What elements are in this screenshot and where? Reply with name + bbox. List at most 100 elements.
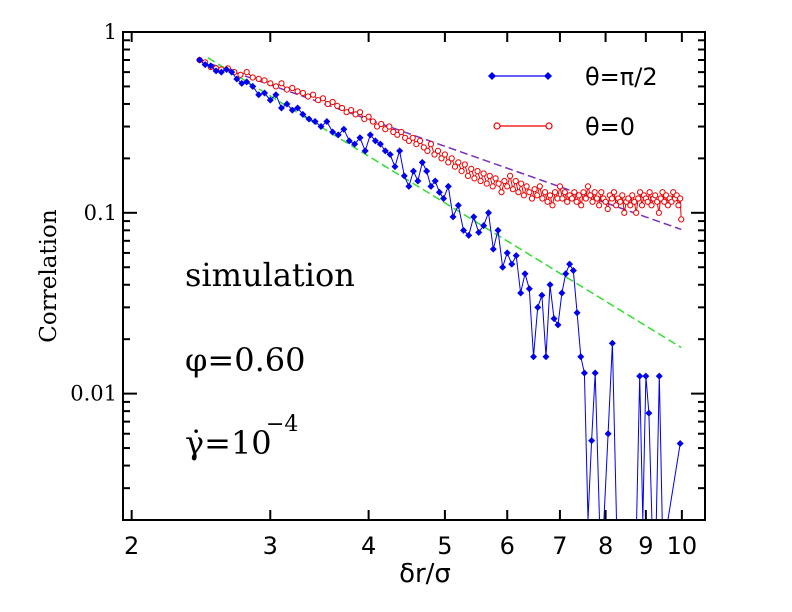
point-theta-0 (664, 202, 672, 209)
point-theta-0 (613, 202, 620, 209)
x-tick-label: 2 (124, 532, 139, 560)
point-theta-pi2 (554, 321, 562, 329)
point-theta-pi2 (196, 56, 204, 64)
point-theta-0 (571, 189, 578, 196)
point-theta-0 (564, 198, 571, 205)
point-theta-0 (587, 192, 594, 199)
point-theta-0 (458, 168, 465, 175)
point-theta-0 (520, 192, 528, 199)
point-theta-pi2 (243, 78, 251, 86)
point-theta-0 (575, 192, 583, 199)
point-theta-0 (299, 89, 306, 97)
point-theta-0 (434, 147, 442, 154)
point-theta-pi2 (266, 96, 274, 104)
point-theta-0 (638, 202, 646, 209)
point-theta-pi2 (588, 437, 596, 445)
point-theta-0 (356, 109, 364, 116)
point-theta-0 (498, 189, 505, 196)
point-theta-0 (602, 198, 609, 205)
point-theta-pi2 (371, 137, 379, 145)
point-theta-0 (568, 195, 576, 202)
point-theta-0 (420, 144, 427, 151)
point-theta-pi2 (546, 281, 554, 289)
point-theta-pi2 (484, 209, 492, 217)
point-theta-0 (573, 198, 580, 205)
point-theta-0 (369, 118, 376, 125)
point-theta-pi2 (645, 409, 653, 417)
point-theta-0 (448, 155, 455, 162)
point-theta-pi2 (228, 68, 236, 76)
point-theta-0 (283, 86, 291, 93)
point-theta-0 (398, 128, 405, 136)
point-theta-0 (304, 93, 312, 100)
point-theta-0 (474, 168, 481, 175)
point-theta-pi2 (255, 91, 263, 99)
point-theta-0 (461, 161, 468, 168)
point-theta-0 (445, 159, 452, 166)
point-theta-pi2 (534, 303, 542, 311)
point-theta-pi2 (489, 245, 497, 253)
point-theta-0 (546, 192, 554, 199)
point-theta-0 (495, 180, 502, 187)
point-theta-pi2 (525, 285, 533, 293)
point-theta-0 (278, 80, 285, 87)
point-theta-pi2 (329, 128, 337, 136)
point-theta-pi2 (381, 147, 389, 155)
x-tick-label: 9 (638, 532, 653, 560)
point-theta-pi2 (444, 182, 452, 190)
point-theta-pi2 (427, 182, 435, 190)
point-theta-pi2 (233, 75, 241, 83)
point-theta-pi2 (440, 194, 448, 202)
point-theta-pi2 (423, 167, 431, 175)
x-tick-label: 8 (598, 532, 613, 560)
point-theta-0 (528, 195, 536, 202)
point-theta-pi2 (465, 231, 473, 239)
point-theta-0 (561, 189, 568, 196)
point-theta-0 (486, 172, 493, 179)
point-theta-0 (424, 147, 431, 154)
point-theta-0 (365, 113, 372, 120)
point-theta-pi2 (217, 68, 225, 76)
x-tick-label: 7 (552, 532, 567, 560)
point-theta-pi2 (405, 182, 413, 190)
point-theta-pi2 (311, 117, 319, 125)
point-theta-0 (536, 183, 543, 190)
point-theta-pi2 (517, 289, 525, 297)
point-theta-0 (237, 71, 244, 78)
point-theta-0 (348, 107, 355, 114)
point-theta-0 (492, 175, 499, 182)
legend: θ=π/2 θ=0 (488, 63, 658, 141)
point-theta-pi2 (530, 353, 538, 361)
point-theta-0 (441, 151, 448, 158)
plot-clipped-group (196, 56, 685, 520)
point-theta-pi2 (414, 177, 422, 185)
point-theta-pi2 (542, 353, 550, 361)
point-theta-pi2 (642, 372, 650, 380)
point-theta-0 (541, 189, 549, 196)
point-theta-0 (523, 183, 530, 190)
point-theta-pi2 (636, 372, 644, 380)
point-theta-0 (512, 177, 519, 185)
point-theta-pi2 (494, 226, 502, 234)
point-theta-0 (294, 88, 301, 95)
point-theta-pi2 (431, 177, 439, 185)
point-theta-pi2 (573, 309, 581, 317)
point-theta-0 (378, 120, 385, 128)
point-theta-0 (551, 189, 559, 196)
point-theta-0 (559, 195, 566, 202)
point-theta-0 (544, 198, 551, 205)
point-theta-0 (255, 75, 262, 83)
point-theta-0 (584, 183, 592, 190)
point-theta-0 (455, 159, 462, 166)
point-theta-0 (646, 189, 653, 196)
point-theta-0 (604, 205, 611, 213)
point-theta-0 (507, 172, 514, 179)
point-theta-0 (591, 189, 598, 196)
point-theta-pi2 (305, 115, 313, 123)
point-theta-pi2 (538, 291, 546, 299)
point-theta-0 (338, 104, 346, 112)
x-axis-label: δr/σ (399, 559, 451, 589)
point-theta-0 (243, 69, 250, 76)
point-theta-pi2 (521, 270, 529, 278)
